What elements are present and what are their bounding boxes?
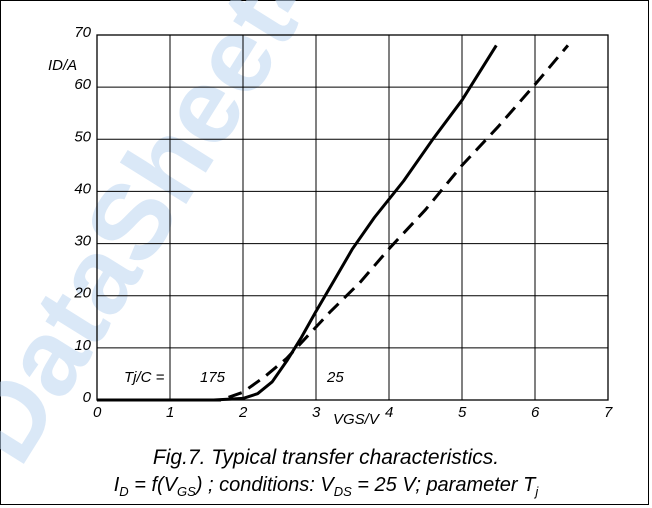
figure-caption-formula: ID = f(VGS) ; conditions: VDS = 25 V; pa…: [0, 474, 652, 499]
x-tick-label: 6: [531, 404, 540, 421]
y-tick-label: 70: [74, 24, 91, 41]
figure-caption-title: Fig.7. Typical transfer characteristics.: [152, 446, 500, 469]
series-label-175: 175: [200, 369, 226, 386]
x-tick-label: 5: [458, 404, 467, 421]
cap-sub-3: DS: [333, 484, 352, 499]
x-tick-label: 1: [166, 404, 174, 421]
y-axis-label: ID/A: [48, 57, 77, 74]
x-tick-label: 7: [604, 404, 613, 421]
x-tick-label: 3: [312, 404, 321, 421]
grid: [96, 34, 609, 401]
y-tick-label: 40: [74, 180, 91, 197]
cap-part-2: = f(V: [128, 474, 178, 496]
plot-border: [96, 34, 609, 401]
y-tick-label: 50: [74, 128, 91, 145]
cap-part-1: I: [113, 474, 120, 496]
y-tick-label: 20: [73, 285, 91, 302]
transfer-chart: 0 1 2 3 4 5 6 7 0 10 20 30 40 50 60 70 ID/A VGS/V Tj/C…: [48, 24, 613, 428]
x-tick-label: 4: [385, 404, 393, 421]
series-label-25: 25: [326, 369, 344, 386]
y-tick-label: 0: [83, 389, 92, 406]
y-tick-label: 10: [74, 337, 91, 354]
cap-sub-4: j: [535, 484, 539, 499]
legend-prefix: Tj/C =: [124, 369, 165, 386]
x-tick-label: 0: [93, 404, 102, 421]
cap-part-3: ) ; conditions: V: [195, 474, 334, 496]
series-line-25: [97, 44, 498, 402]
cap-part-4: = 25 V; parameter T: [351, 474, 536, 496]
y-tick-label: 30: [74, 233, 91, 250]
y-tick-labels: 0 10 20 30 40 50 60 70: [73, 24, 91, 406]
cap-sub-2: GS: [177, 484, 196, 499]
series-lines: [97, 44, 570, 402]
series-line-175: [97, 44, 570, 402]
cap-sub-1: D: [119, 484, 129, 499]
x-tick-label: 2: [238, 404, 248, 421]
y-tick-label: 60: [74, 76, 91, 93]
x-tick-labels: 0 1 2 3 4 5 6 7: [93, 404, 613, 421]
x-axis-label: VGS/V: [333, 411, 381, 428]
